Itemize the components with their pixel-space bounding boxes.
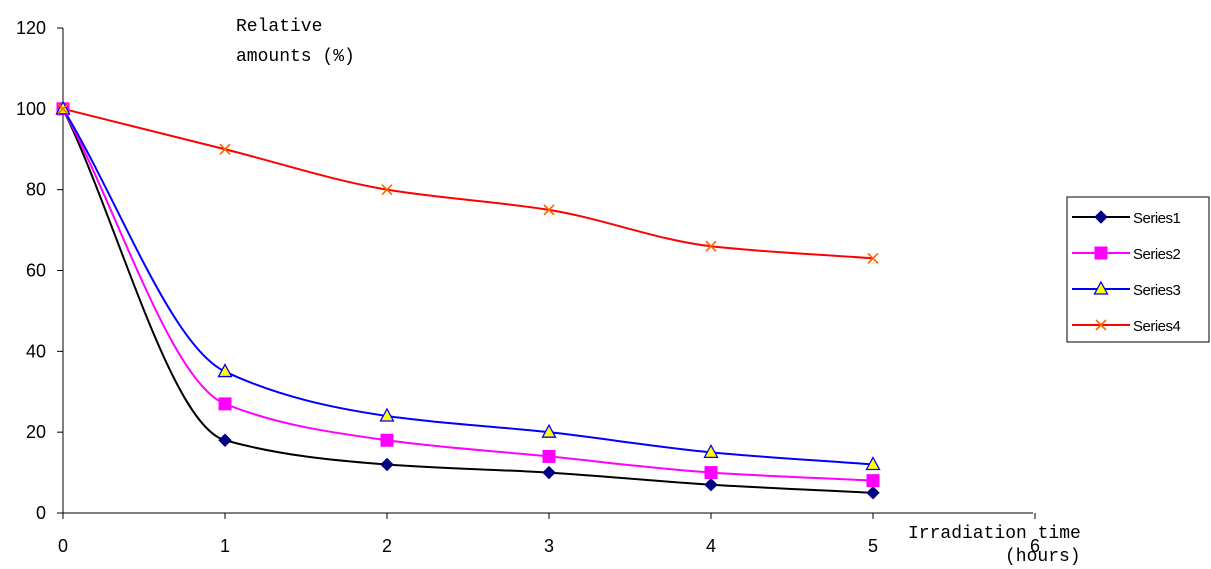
legend-marker-3 <box>1093 280 1109 295</box>
legend-label-2: Series2 <box>1133 246 1181 263</box>
y-tick-label: 40 <box>26 341 46 361</box>
y-tick-label: 80 <box>26 180 46 200</box>
x-axis-title-line2: (hours) <box>1005 547 1081 567</box>
legend-label-1: Series1 <box>1133 210 1181 227</box>
y-tick-label: 0 <box>36 503 46 523</box>
series-lines <box>62 107 874 494</box>
data-point-series-4 <box>705 240 717 252</box>
data-point-series-4 <box>867 252 879 264</box>
data-point-series-2 <box>380 433 394 447</box>
series-line-4 <box>62 107 874 260</box>
legend: Series1 Series2 Series3 Series4 <box>1066 196 1210 343</box>
legend-label-4: Series4 <box>1133 318 1181 335</box>
data-point-series-2 <box>866 474 880 488</box>
x-tick-label: 4 <box>706 536 716 556</box>
series-markers <box>55 100 881 500</box>
data-point-series-4 <box>57 103 69 115</box>
y-ticks: 0 20 40 60 80 100 120 <box>16 18 63 523</box>
data-point-series-2 <box>218 397 232 411</box>
data-point-series-3 <box>865 456 881 471</box>
data-point-series-2 <box>542 449 556 463</box>
y-tick-label: 100 <box>16 99 46 119</box>
y-tick-label: 60 <box>26 261 46 281</box>
data-point-series-1 <box>218 433 232 447</box>
legend-box <box>1066 196 1210 343</box>
data-point-series-3 <box>217 363 233 378</box>
x-tick-label: 5 <box>868 536 878 556</box>
legend-marker-1 <box>1094 210 1108 224</box>
series-line-3 <box>62 108 874 466</box>
axes <box>62 28 1033 514</box>
y-tick-label: 20 <box>26 422 46 442</box>
y-tick-label: 120 <box>16 18 46 38</box>
x-ticks: 0 1 2 3 4 5 6 <box>58 513 1040 556</box>
y-axis-title-line2: amounts (%) <box>236 47 355 67</box>
legend-marker-2 <box>1094 246 1108 260</box>
x-tick-label: 2 <box>382 536 392 556</box>
data-point-series-1 <box>866 486 880 500</box>
data-point-series-3 <box>541 423 557 438</box>
legend-marker-4 <box>1095 319 1107 331</box>
data-point-series-1 <box>704 478 718 492</box>
x-tick-label: 3 <box>544 536 554 556</box>
data-point-series-4 <box>381 184 393 196</box>
x-tick-label: 1 <box>220 536 230 556</box>
x-axis-title-line1: Irradiation time <box>908 524 1081 544</box>
data-point-series-3 <box>379 407 395 422</box>
data-point-series-1 <box>542 465 556 480</box>
x-tick-label: 6 <box>1030 536 1040 556</box>
legend-label-3: Series3 <box>1133 282 1181 299</box>
x-tick-label: 0 <box>58 536 68 556</box>
data-point-series-1 <box>380 457 394 472</box>
data-point-series-4 <box>543 204 555 216</box>
data-point-series-2 <box>704 466 718 480</box>
y-axis-title-line1: Relative <box>236 17 322 37</box>
series-line-1 <box>62 108 874 494</box>
data-point-series-4 <box>219 143 231 155</box>
data-point-series-3 <box>703 444 719 459</box>
